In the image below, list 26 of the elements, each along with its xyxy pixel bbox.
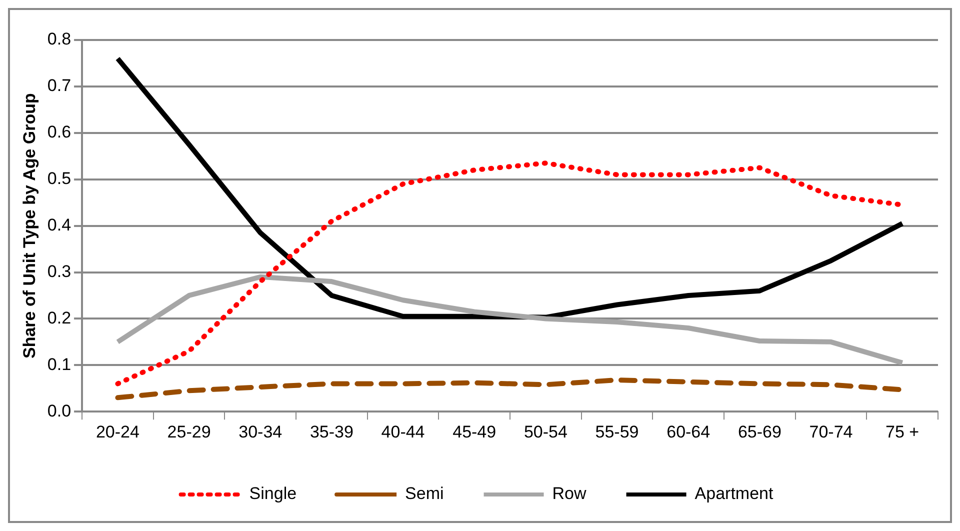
x-tick-label: 65-69 xyxy=(738,422,782,442)
x-tick-label: 55-59 xyxy=(595,422,639,442)
legend-label: Apartment xyxy=(694,484,774,504)
y-tick-label: 0.4 xyxy=(47,215,72,234)
y-tick-label: 0.1 xyxy=(47,354,72,374)
y-axis-title: Share of Unit Type by Age Group xyxy=(20,93,39,359)
y-tick-label: 0.5 xyxy=(47,169,72,188)
x-tick-label: 20-24 xyxy=(96,422,140,442)
x-tick-label: 30-34 xyxy=(238,422,282,442)
legend-label: Semi xyxy=(405,484,444,504)
y-tick-label: 0.0 xyxy=(47,401,72,420)
x-tick-label: 25-29 xyxy=(167,422,211,442)
y-tick-label: 0.6 xyxy=(47,122,72,142)
legend-label: Row xyxy=(552,484,588,504)
x-tick-label: 45-49 xyxy=(452,422,496,442)
y-tick-label: 0.7 xyxy=(47,76,72,96)
legend-label: Single xyxy=(249,484,297,504)
y-tick-label: 0.8 xyxy=(47,30,72,49)
y-tick-label: 0.3 xyxy=(47,262,72,281)
x-tick-label: 60-64 xyxy=(666,422,710,442)
x-tick-label: 40-44 xyxy=(381,422,425,442)
x-tick-label: 75 + xyxy=(886,422,920,442)
x-tick-label: 50-54 xyxy=(524,422,568,442)
y-tick-label: 0.2 xyxy=(47,308,72,328)
x-tick-label: 35-39 xyxy=(310,422,354,442)
x-tick-label: 70-74 xyxy=(809,422,853,442)
